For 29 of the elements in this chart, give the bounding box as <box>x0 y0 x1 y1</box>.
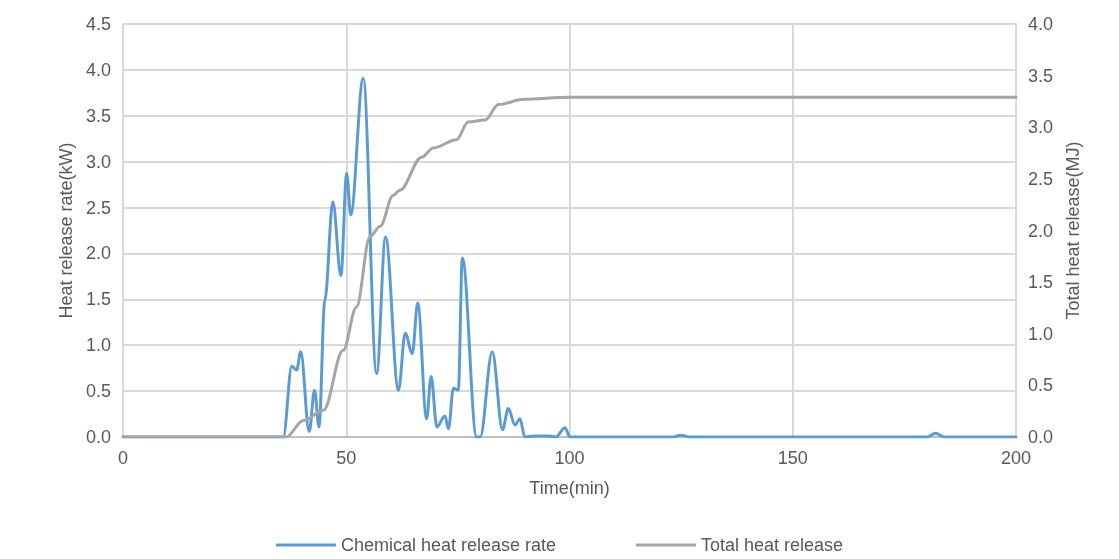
legend-label: Total heat release <box>701 535 844 555</box>
y-tick-label: 2.0 <box>85 243 111 264</box>
y2-tick-label: 4.0 <box>1028 14 1054 34</box>
y2-tick-label: 1.5 <box>1028 272 1054 293</box>
x-tick-label: 0 <box>117 448 129 468</box>
y-tick-label: 1.0 <box>85 335 111 356</box>
y-tick-label: 3.5 <box>85 105 111 126</box>
y-tick-label: 0.5 <box>85 381 111 402</box>
y2-tick-label: 0.0 <box>1028 427 1054 447</box>
y2-tick-label: 3.0 <box>1028 117 1054 138</box>
y2-tick-label: 0.5 <box>1028 375 1054 396</box>
y-tick-label: 2.5 <box>85 197 111 218</box>
y-tick-label: 4.5 <box>85 14 111 34</box>
x-tick-label: 100 <box>554 448 585 468</box>
y2-tick-label: 2.5 <box>1028 168 1054 189</box>
y-tick-label: 3.0 <box>85 151 111 172</box>
y-tick-label: 1.5 <box>85 289 111 310</box>
y2-tick-label: 3.5 <box>1028 65 1054 86</box>
x-axis-title: Time(min) <box>529 478 610 498</box>
y-axis-title: Heat release rate(kW) <box>56 142 76 319</box>
y2-axis-title: Total heat release(MJ) <box>1063 141 1083 320</box>
x-tick-label: 50 <box>336 448 357 468</box>
x-tick-label: 150 <box>777 448 808 468</box>
y-tick-label: 4.0 <box>85 59 111 80</box>
y2-tick-label: 1.0 <box>1028 323 1054 344</box>
legend-label: Chemical heat release rate <box>340 535 557 555</box>
x-tick-label: 200 <box>1000 448 1032 468</box>
y-tick-label: 0.0 <box>85 427 111 447</box>
y2-tick-label: 2.0 <box>1028 220 1054 241</box>
